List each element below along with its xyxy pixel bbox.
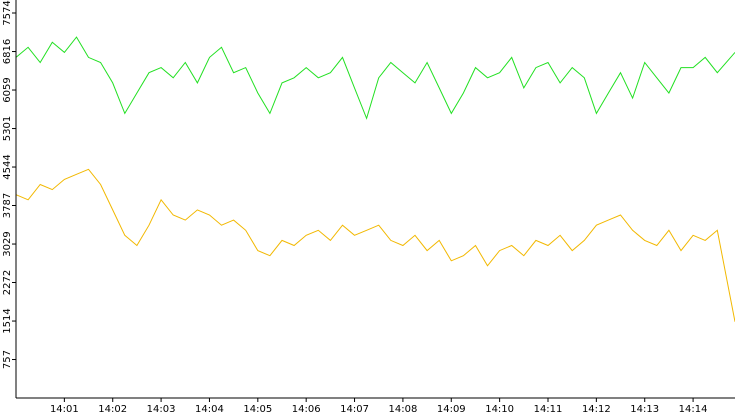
x-tick-label: 14:14 [679,404,708,415]
x-tick-label: 14:02 [98,404,127,415]
y-tick-label: 6816 [2,39,13,64]
x-tick-label: 14:11 [534,404,563,415]
x-tick-label: 14:01 [50,404,79,415]
x-tick-label: 14:12 [582,404,611,415]
y-tick-label: 3787 [2,193,13,218]
y-tick-label: 3029 [2,231,13,256]
y-tick-label: 2272 [2,270,13,295]
x-tick-label: 14:13 [630,404,659,415]
series-line [15,36,735,120]
y-tick-label: 1514 [2,308,13,333]
x-tick-label: 14:10 [485,404,514,415]
x-tick-label: 14:05 [243,404,272,415]
x-tick-label: 14:09 [437,404,466,415]
x-tick-label: 14:06 [292,404,321,415]
y-tick-label: 757 [2,350,13,369]
x-tick-label: 14:03 [147,404,176,415]
y-tick-label: 7574 [2,0,13,25]
series-line [15,168,735,322]
y-tick-label: 4544 [2,154,13,179]
x-tick-label: 14:07 [340,404,369,415]
y-tick-label: 6059 [2,77,13,102]
y-tick-label: 5301 [2,116,13,141]
x-tick-label: 14:08 [388,404,417,415]
x-tick-label: 14:04 [195,404,224,415]
